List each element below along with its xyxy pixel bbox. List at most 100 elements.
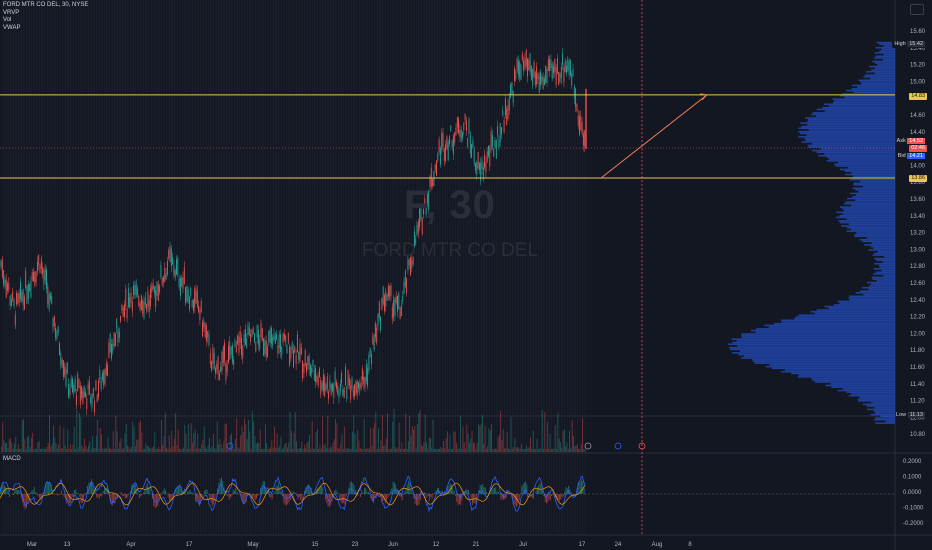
macd-histogram-bar — [360, 494, 361, 497]
chart-legend: FORD MTR CO DEL, 30, NYSE VRVP Vol VWAP — [3, 2, 88, 32]
macd-histogram-bar — [547, 494, 549, 503]
volume-bar — [120, 438, 122, 452]
macd-histogram-bar — [403, 494, 404, 495]
volume-profile-bar — [874, 67, 895, 70]
macd-histogram-bar — [564, 491, 566, 494]
volume-bar — [570, 447, 572, 452]
indicator-vrvp[interactable]: VRVP — [3, 9, 20, 16]
candle-body — [247, 324, 249, 336]
candle-body — [495, 140, 497, 159]
candle-body — [508, 96, 510, 111]
arrow-annotation — [600, 94, 708, 179]
macd-pane-label[interactable]: MACD — [3, 456, 21, 462]
volume-bar — [441, 448, 443, 452]
settings-icon[interactable] — [910, 4, 924, 15]
volume-bar — [575, 445, 577, 452]
macd-histogram-bar — [172, 494, 174, 498]
macd-histogram-bar — [453, 490, 455, 494]
candle-body — [576, 104, 578, 112]
volume-bar — [576, 444, 578, 452]
macd-histogram-bar — [435, 490, 437, 494]
volume-bar — [498, 434, 500, 452]
volume-bar — [119, 441, 121, 452]
candle-body — [260, 322, 262, 338]
candle-body — [501, 127, 502, 134]
candle-body — [142, 300, 144, 314]
volume-profile-bar — [847, 197, 895, 200]
volume-profile-bar — [831, 386, 895, 388]
macd-histogram-bar — [127, 494, 129, 498]
candle-body — [161, 278, 163, 285]
volume-bar — [463, 442, 465, 452]
macd-histogram-bar — [166, 493, 168, 494]
indicator-vwap[interactable]: VWAP — [3, 24, 21, 31]
macd-histogram-bar — [371, 494, 373, 501]
macd-histogram-bar — [117, 494, 118, 498]
candle-body — [96, 395, 98, 402]
candle-body — [313, 370, 315, 381]
volume-bar — [179, 448, 180, 452]
volume-bar — [27, 436, 28, 452]
candle-body — [359, 383, 361, 390]
macd-histogram-bar — [123, 494, 125, 497]
volume-bar — [106, 448, 108, 452]
macd-histogram-bar — [549, 494, 551, 501]
indicator-vol[interactable]: Vol — [3, 17, 12, 23]
volume-profile-bar — [851, 204, 895, 207]
candle-body — [65, 368, 67, 387]
macd-histogram-bar — [426, 494, 428, 498]
volume-bar — [532, 430, 534, 452]
volume-profile-bar — [874, 418, 895, 421]
macd-histogram-bar — [148, 487, 150, 494]
macd-histogram-bar — [84, 494, 86, 496]
volume-profile-bar — [864, 74, 895, 76]
macd-histogram-bar — [458, 494, 460, 504]
volume-bar — [496, 448, 498, 452]
macd-tick-label: 0.0000 — [903, 490, 922, 496]
candle-body — [270, 327, 272, 344]
macd-histogram-bar — [461, 494, 463, 501]
volume-profile-bar — [781, 321, 895, 323]
volume-bar — [337, 448, 339, 452]
volume-bar — [471, 430, 473, 452]
candle-body — [64, 366, 66, 376]
candle-body — [38, 254, 40, 266]
macd-histogram-bar — [468, 490, 469, 494]
candle-body — [137, 288, 138, 295]
volume-profile-bar — [853, 91, 895, 94]
candle-body — [517, 60, 519, 76]
volume-profile-bar — [855, 189, 895, 191]
volume-bar — [128, 446, 130, 452]
candle-body — [265, 340, 267, 357]
volume-bar — [173, 438, 175, 452]
candle-body — [550, 59, 552, 69]
volume-bar — [385, 438, 387, 452]
candle-body — [475, 162, 476, 171]
macd-histogram-bar — [214, 494, 216, 501]
candle-body — [498, 139, 500, 148]
volume-bar — [54, 436, 56, 452]
candle-body — [26, 286, 28, 304]
candle-body — [17, 292, 19, 305]
volume-profile-bar — [816, 151, 895, 154]
volume-bar — [506, 431, 508, 452]
candle-body — [488, 145, 489, 157]
volume-profile-bar — [875, 46, 895, 49]
symbol-title[interactable]: FORD MTR CO DEL, 30, NYSE — [3, 2, 89, 8]
macd-histogram-bar — [457, 494, 459, 506]
volume-bar — [253, 421, 255, 452]
volume-bar — [151, 447, 153, 452]
candle-body — [430, 168, 432, 187]
volume-profile-bar — [729, 346, 895, 349]
macd-histogram-bar — [91, 479, 92, 494]
macd-histogram-bar — [45, 483, 47, 494]
volume-bar — [42, 448, 44, 452]
candle-body — [46, 269, 47, 289]
volume-profile-bar — [844, 170, 895, 172]
candle-body — [250, 334, 252, 342]
candle-body — [403, 281, 405, 295]
volume-profile-bar — [839, 94, 895, 97]
candle-body — [235, 345, 237, 352]
volume-profile-bar — [818, 154, 895, 157]
